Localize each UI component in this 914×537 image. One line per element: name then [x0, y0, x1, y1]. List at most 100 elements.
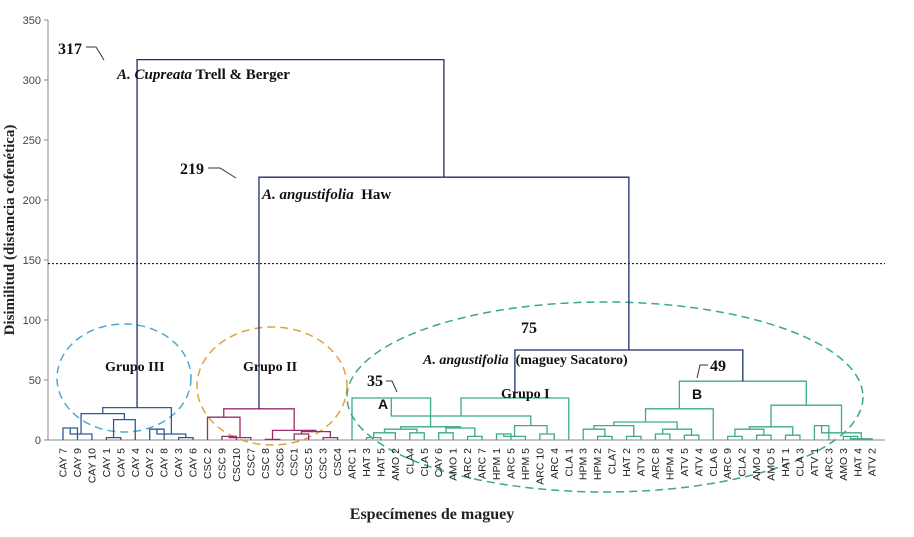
- leaf-label: HAT 4: [852, 448, 864, 477]
- annotation-317: 317: [58, 41, 82, 58]
- cluster-b-label: B: [692, 386, 702, 402]
- leaf-label: CAY 7: [58, 448, 70, 478]
- leaf-label: ARC 8: [650, 448, 662, 479]
- leaf-label: CSC4: [332, 448, 344, 476]
- dendrogram-branch: [593, 424, 635, 437]
- leaf-label: HAT 2: [621, 448, 633, 477]
- leaf-label: CSC6: [274, 448, 286, 476]
- leaf-label: CSC10: [231, 448, 243, 482]
- dendrogram-branch: [582, 428, 606, 440]
- leaf-label: ARC 10: [534, 448, 546, 485]
- group-ellipses: [56, 301, 864, 493]
- y-axis-label: Disimilitud (distancia cofenética): [2, 125, 18, 336]
- leaf-label: CAY 5: [115, 448, 127, 478]
- dendrogram-branch: [748, 426, 794, 436]
- cluster-a-label: A: [378, 396, 388, 412]
- dendrogram-branch: [770, 404, 843, 433]
- leaf-label: ARC 4: [549, 448, 561, 479]
- sacatoro-rest: (maguey Sacatoro): [509, 353, 628, 368]
- leaf-label: CLA7: [607, 448, 619, 474]
- y-tick-label: 350: [23, 15, 41, 27]
- leaf-label: HAT 5: [375, 448, 387, 477]
- dendrogram-branch: [438, 432, 454, 440]
- leaf-label: ATV 5: [679, 448, 691, 477]
- y-tick-label: 200: [23, 195, 41, 207]
- dendrogram-branch: [264, 438, 281, 441]
- leaf-label: CAY 8: [159, 448, 171, 478]
- annotations: 317 219 75 49 35 A. Cupreata Trell & Ber…: [58, 41, 726, 412]
- dendrogram-branch: [223, 408, 295, 431]
- leaf-label: HPM 3: [578, 448, 590, 480]
- leaf-label: CSC 2: [202, 448, 214, 479]
- grupo2-ellipse: [196, 326, 348, 446]
- grupo1-ellipse: [346, 301, 864, 493]
- cupreata-italic: A. Cupreata: [116, 67, 193, 83]
- leaf-label: CLA 2: [737, 448, 749, 477]
- dendrogram-branch: [466, 435, 483, 440]
- grupo1-label: Grupo I: [501, 387, 550, 402]
- angustifolia-rest: Haw: [354, 187, 392, 203]
- y-tick-label: 50: [29, 375, 41, 387]
- pointer-49: [696, 364, 708, 379]
- dendrogram-branch: [654, 433, 671, 440]
- leaf-label: CAY 10: [86, 448, 98, 483]
- dendrogram-branch: [625, 435, 642, 440]
- annotation-35: 35: [367, 373, 383, 390]
- leaf-label: CSC 9: [216, 448, 228, 479]
- leaf-label: ARC 9: [722, 448, 734, 479]
- dendrogram-branch: [258, 176, 630, 409]
- leaf-label: CAY 4: [130, 448, 142, 478]
- annotation-219: 219: [180, 161, 204, 178]
- annotation-75: 75: [521, 320, 537, 337]
- x-axis-label: Especímenes de maguey: [350, 506, 514, 523]
- leaf-label: ARC 2: [462, 448, 474, 479]
- y-ticks: 0 50 100 150 200 250 300 350: [23, 15, 48, 447]
- leaf-label: ARC 3: [823, 448, 835, 479]
- leaf-label: CLA 5: [419, 448, 431, 477]
- leaf-label: CLA 6: [708, 448, 720, 477]
- grupo2-label: Grupo II: [243, 360, 297, 375]
- leaf-label: CAY 1: [101, 448, 113, 478]
- leaf-label: CSC 5: [303, 448, 315, 479]
- leaf-label: CAY 6: [433, 448, 445, 478]
- leaf-label: CSC 8: [260, 448, 272, 479]
- leaf-label: AMO 4: [751, 448, 763, 481]
- leaf-label: HPM 2: [592, 448, 604, 480]
- dendrogram-branch: [112, 418, 136, 440]
- leaf-label: ATV 1: [809, 448, 821, 477]
- leaf-label: CSC 3: [318, 448, 330, 479]
- sacatoro-label: A. angustifolia (maguey Sacatoro): [422, 353, 628, 368]
- leaf-label: AMO 2: [390, 448, 402, 481]
- leaf-label: CLA 1: [563, 448, 575, 477]
- angustifolia-label: A. angustifolia Haw: [261, 187, 391, 203]
- leaf-label: CAY 2: [144, 448, 156, 478]
- leaf-label: HAT 1: [780, 448, 792, 477]
- dendrogram-branch: [373, 432, 396, 440]
- leaf-label: ATV 2: [867, 448, 879, 477]
- leaf-label: HPM 4: [664, 448, 676, 480]
- leaf-label: ARC 1: [347, 448, 359, 479]
- pointer-35: [386, 380, 398, 393]
- leaf-label: AMO 3: [838, 448, 850, 481]
- leaf-label: HPM 5: [520, 448, 532, 480]
- dendrogram-branch: [727, 435, 743, 440]
- y-tick-label: 0: [35, 435, 41, 447]
- dendrogram-branch: [409, 432, 425, 440]
- dendrogram-branch: [683, 434, 700, 440]
- leaf-label: CSC1: [289, 448, 301, 476]
- y-axis: 0 50 100 150 200 250 300 350: [23, 15, 49, 447]
- leaf-label: CAY 9: [72, 448, 84, 478]
- pointer-219: [208, 167, 237, 179]
- leaf-label: HPM 1: [491, 448, 503, 480]
- leaf-label: ARC 7: [477, 448, 489, 479]
- y-tick-label: 300: [23, 75, 41, 87]
- leaf-label: ARC 5: [505, 448, 517, 479]
- dendrogram-branch: [755, 434, 772, 440]
- leaf-label: HAT 3: [361, 448, 373, 477]
- leaf-label: ATV 4: [693, 448, 705, 477]
- dendrogram-branch: [513, 424, 548, 437]
- leaf-label: AMO 1: [448, 448, 460, 481]
- annotation-49: 49: [710, 358, 726, 375]
- dendrogram-tree: [62, 58, 873, 441]
